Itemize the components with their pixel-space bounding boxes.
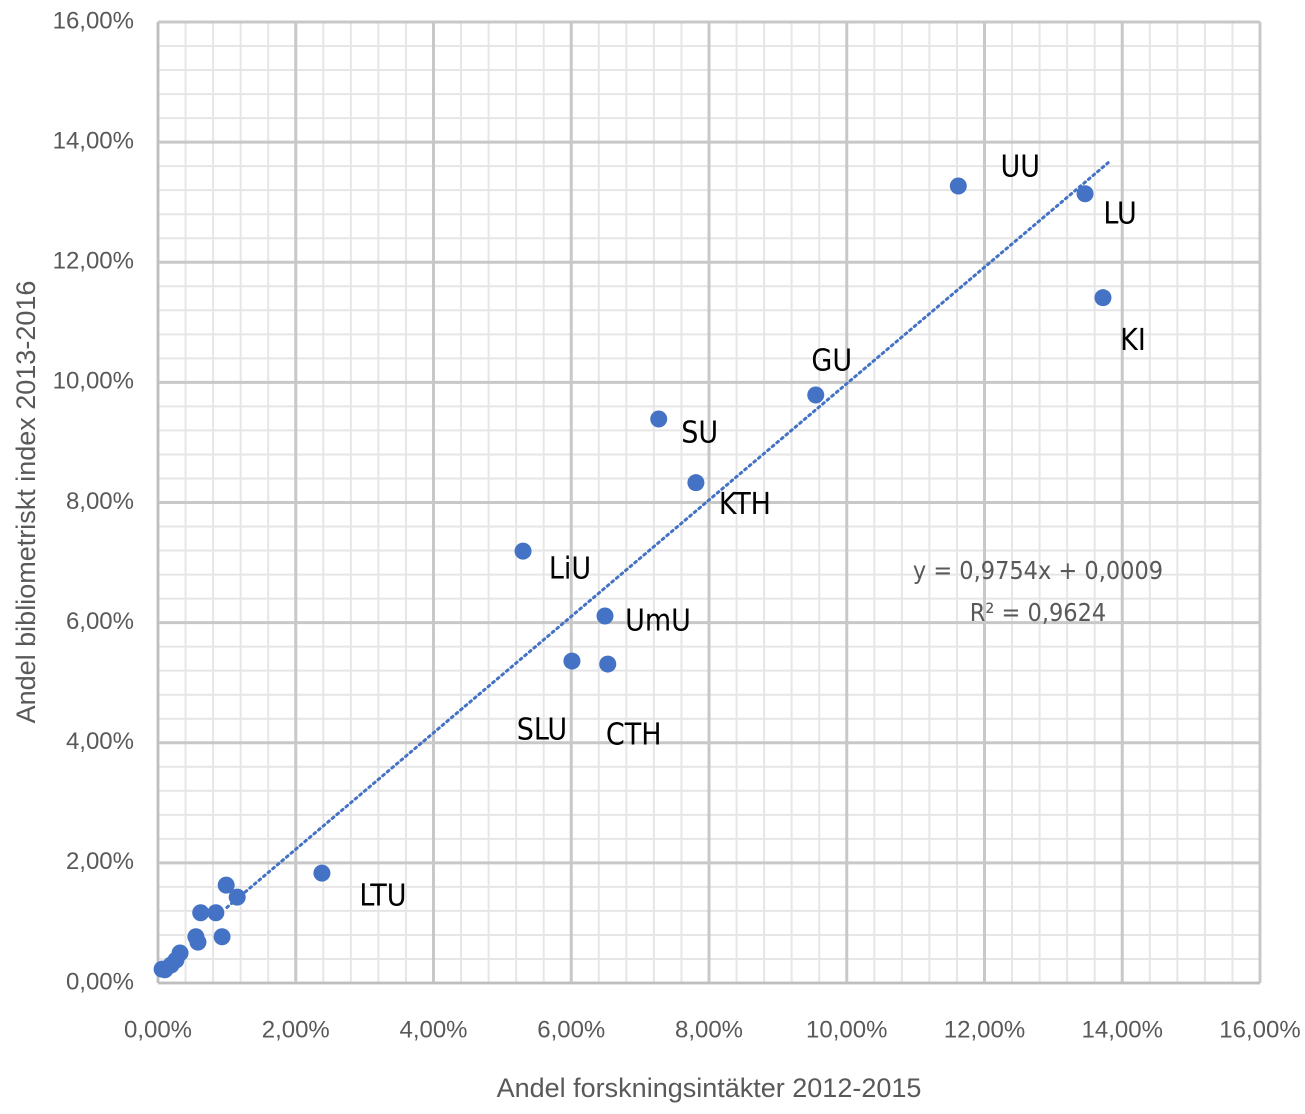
x-tick-label: 10,00% xyxy=(806,1016,887,1043)
data-point xyxy=(1076,185,1094,203)
y-tick-label: 4,00% xyxy=(66,728,134,755)
y-tick-label: 16,00% xyxy=(53,7,134,34)
point-label: LU xyxy=(1103,196,1136,231)
data-point xyxy=(228,888,246,906)
trendline xyxy=(225,161,1110,909)
point-label: CTH xyxy=(606,718,662,753)
x-tick-label: 2,00% xyxy=(262,1016,330,1043)
data-point xyxy=(213,928,231,946)
y-axis-title: Andel bibliometriskt index 2013-2016 xyxy=(11,281,41,724)
y-tick-label: 14,00% xyxy=(53,127,134,154)
y-tick-label: 2,00% xyxy=(66,848,134,875)
point-label: KI xyxy=(1120,323,1146,358)
point-label: KTH xyxy=(719,487,771,522)
data-point xyxy=(217,876,235,894)
x-tick-label: 0,00% xyxy=(124,1016,192,1043)
x-tick-label: 14,00% xyxy=(1082,1016,1163,1043)
data-point xyxy=(599,655,617,673)
data-point xyxy=(687,474,705,492)
trendline-r2: R² = 0,9624 xyxy=(970,598,1106,627)
point-label: SLU xyxy=(517,713,567,748)
point-label: SU xyxy=(681,416,718,451)
x-axis-title: Andel forskningsintäkter 2012-2015 xyxy=(497,1073,922,1103)
point-label: UU xyxy=(1001,149,1041,184)
point-label: LTU xyxy=(359,879,406,914)
data-point xyxy=(1094,289,1112,307)
data-point xyxy=(207,904,225,922)
x-tick-label: 4,00% xyxy=(399,1016,467,1043)
data-point xyxy=(563,652,581,670)
data-point xyxy=(596,607,614,625)
trendline-equation: y = 0,9754x + 0,0009 xyxy=(913,556,1163,585)
data-point xyxy=(949,177,967,195)
x-tick-label: 6,00% xyxy=(537,1016,605,1043)
x-tick-label: 8,00% xyxy=(675,1016,743,1043)
y-tick-label: 8,00% xyxy=(66,488,134,515)
y-tick-label: 6,00% xyxy=(66,608,134,635)
x-tick-label: 12,00% xyxy=(944,1016,1025,1043)
point-label: LiU xyxy=(549,552,591,587)
point-label: UmU xyxy=(625,604,691,639)
x-tick-label: 16,00% xyxy=(1219,1016,1300,1043)
data-point xyxy=(153,960,171,978)
y-tick-label: 10,00% xyxy=(53,368,134,395)
y-tick-label: 0,00% xyxy=(66,968,134,995)
point-label: GU xyxy=(811,343,852,378)
data-point xyxy=(807,386,825,404)
plot xyxy=(153,20,1262,985)
data-point xyxy=(650,410,668,428)
data-point xyxy=(313,864,331,882)
data-point xyxy=(514,542,532,560)
data-point xyxy=(192,904,210,922)
y-tick-label: 12,00% xyxy=(53,248,134,275)
data-point xyxy=(189,933,207,951)
